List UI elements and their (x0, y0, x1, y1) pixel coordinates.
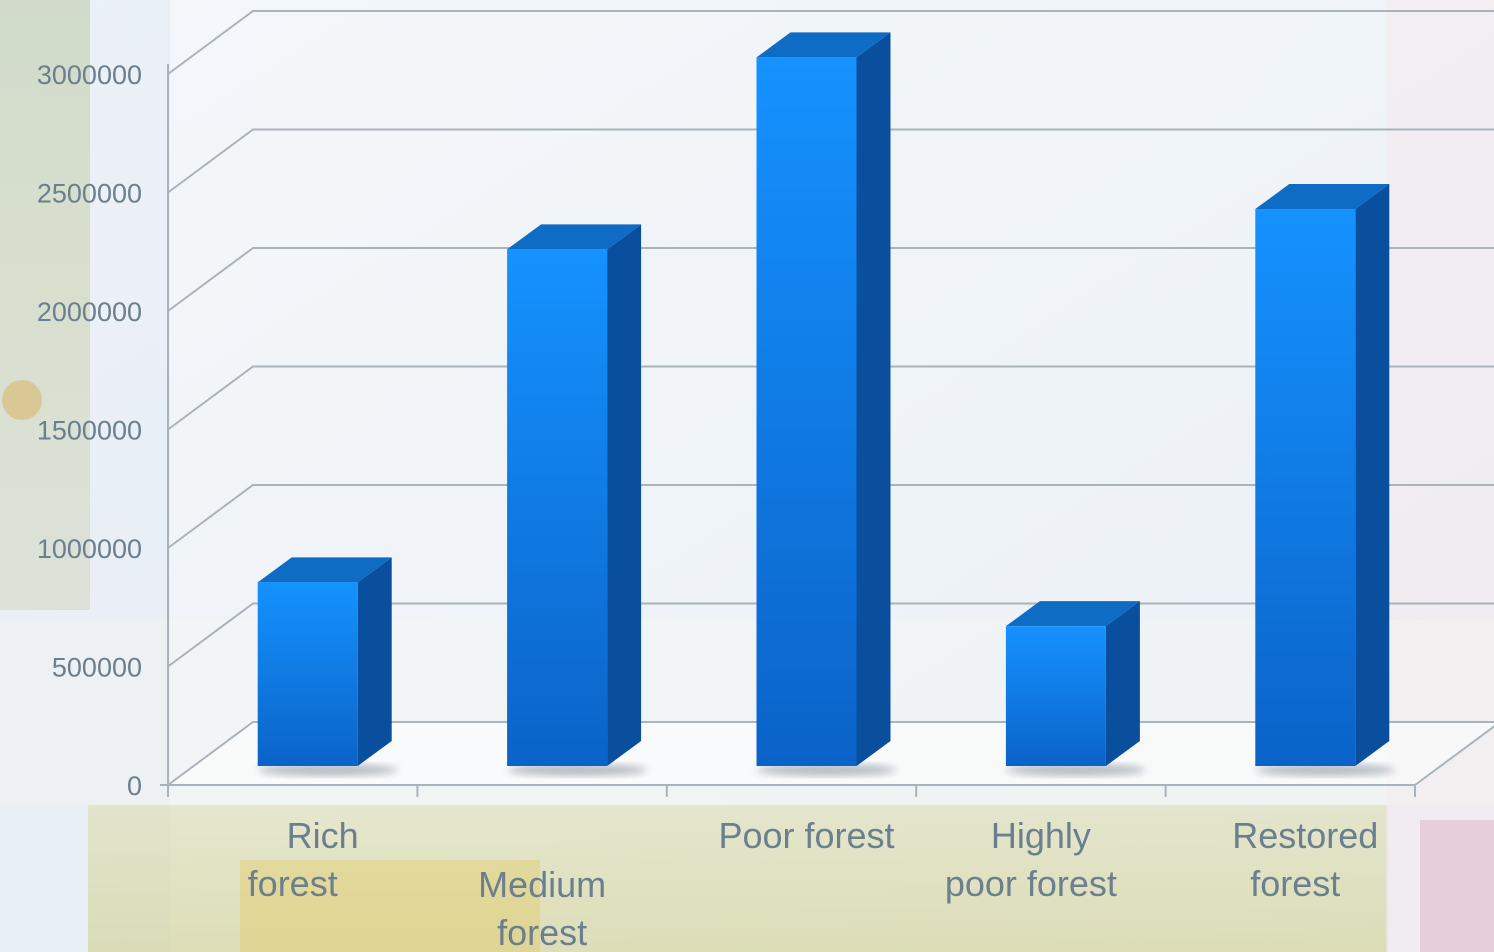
bar (1255, 184, 1396, 776)
bar (257, 557, 398, 776)
x-tick-label: Rich forest (248, 815, 359, 904)
bar-shadow (1005, 764, 1146, 776)
gridline (167, 484, 1494, 549)
bar-front (507, 249, 608, 767)
bar-front (1255, 209, 1356, 767)
y-tick-label: 1500000 (37, 416, 142, 446)
bar-front (257, 582, 358, 766)
bar-shadow (756, 764, 897, 776)
x-tick-label: Poor forest (718, 815, 894, 856)
bar-top (507, 224, 642, 250)
bar-side (1355, 184, 1390, 767)
bar (756, 32, 897, 776)
bar-side (1105, 601, 1140, 766)
x-tick-label: Restored forest (1232, 815, 1378, 904)
bar (507, 224, 648, 776)
bar-side (607, 224, 642, 767)
bar-side (357, 557, 392, 766)
x-tick-label-line: Restored (1232, 815, 1378, 856)
x-tick-label-line: Rich (287, 815, 359, 856)
y-tick-label: 3000000 (37, 60, 142, 90)
bars (257, 32, 1396, 776)
x-tick-label-line: forest (1250, 863, 1340, 904)
labels: 0 500000 1000000 1500000 2000000 2500000 30000… (37, 60, 1378, 952)
bar-shadow (507, 764, 648, 776)
x-tick-label-line: forest (497, 912, 587, 952)
bar-top (257, 557, 392, 583)
x-tick-label-line: Highly (991, 815, 1091, 856)
y-tick-label: 0 (127, 771, 142, 801)
gridline (167, 10, 1494, 75)
floor-edge (1414, 725, 1494, 786)
x-tick-label-line: forest (248, 863, 338, 904)
x-tick-label-line: poor forest (945, 863, 1117, 904)
bar-shadow (257, 764, 398, 776)
bar-top (1005, 601, 1140, 627)
bar-side (856, 32, 891, 767)
x-tick-label-line: Poor forest (718, 815, 894, 856)
bar-top (1255, 184, 1390, 210)
y-tick-label: 500000 (52, 653, 142, 683)
axes (160, 64, 1494, 797)
bar-front (756, 57, 857, 767)
bar (1005, 601, 1146, 776)
y-tick-label: 2500000 (37, 179, 142, 209)
y-tick-label: 2000000 (37, 297, 142, 327)
gridline (167, 247, 1494, 312)
bar-front (1005, 626, 1106, 766)
bar-shadow (1255, 764, 1396, 776)
x-tick-label-line: Medium (478, 864, 606, 905)
y-tick-label: 1000000 (37, 534, 142, 564)
x-tick-label: Medium forest (478, 864, 606, 952)
gridline (167, 365, 1494, 431)
bar-top (756, 32, 891, 58)
x-tick-label: Highly poor forest (945, 815, 1117, 904)
gridline (167, 128, 1494, 194)
